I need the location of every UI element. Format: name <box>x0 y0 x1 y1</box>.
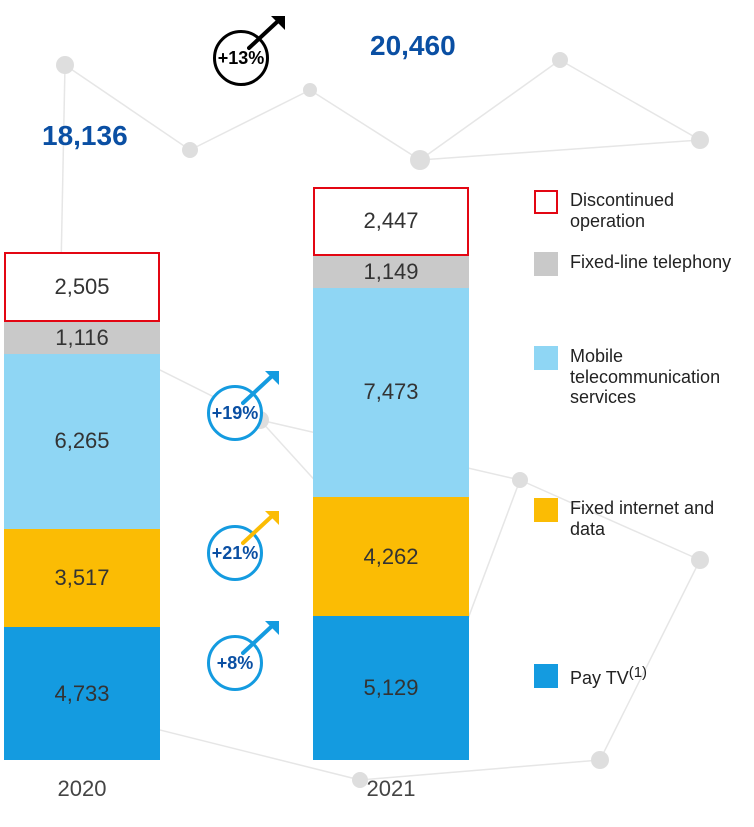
legend-label: Fixed-line telephony <box>570 252 731 273</box>
arrow-up-right-icon <box>241 619 281 659</box>
segment-fixed_line: 1,116 <box>4 322 160 353</box>
legend-item-fixed_internet: Fixed internet and data <box>534 498 754 539</box>
legend-label: Mobile telecommunication services <box>570 346 754 408</box>
stacked-bar-chart: 18,136 20,460 +13%+19%+21%+8% 2,5051,116… <box>0 0 754 827</box>
legend: Discontinued operation Fixed-line telepho… <box>534 0 754 827</box>
legend-item-discontinued: Discontinued operation <box>534 190 754 231</box>
total-2020: 18,136 <box>42 120 128 152</box>
segment-value: 3,517 <box>54 565 109 591</box>
legend-swatch <box>534 498 558 522</box>
segment-mobile: 6,265 <box>4 354 160 529</box>
segment-mobile: 7,473 <box>313 288 469 497</box>
legend-item-mobile: Mobile telecommunication services <box>534 346 754 408</box>
bar-2020: 2,505 1,116 6,265 3,517 4,733 <box>4 252 160 760</box>
total-2021: 20,460 <box>370 30 456 62</box>
segment-fixed_internet: 3,517 <box>4 529 160 627</box>
arrow-up-right-icon <box>241 369 281 409</box>
arrow-up-right-icon <box>241 509 281 549</box>
legend-swatch <box>534 252 558 276</box>
legend-superscript: (1) <box>629 664 647 681</box>
legend-swatch <box>534 190 558 214</box>
segment-value: 4,262 <box>363 544 418 570</box>
axis-label-2020: 2020 <box>4 776 160 802</box>
segment-value: 5,129 <box>363 675 418 701</box>
segment-paytv: 5,129 <box>313 616 469 760</box>
segment-discontinued: 2,447 <box>313 187 469 256</box>
legend-item-paytv: Pay TV(1) <box>534 664 647 689</box>
segment-value: 4,733 <box>54 681 109 707</box>
segment-fixed_line: 1,149 <box>313 256 469 288</box>
arrow-up-right-icon <box>247 14 287 54</box>
legend-swatch <box>534 346 558 370</box>
segment-value: 2,505 <box>54 274 109 300</box>
segment-paytv: 4,733 <box>4 627 160 760</box>
segment-value: 1,116 <box>55 325 108 351</box>
segment-discontinued: 2,505 <box>4 252 160 322</box>
legend-swatch <box>534 664 558 688</box>
axis-label-2021: 2021 <box>313 776 469 802</box>
legend-item-fixed_line: Fixed-line telephony <box>534 252 731 276</box>
legend-label: Pay TV(1) <box>570 664 647 689</box>
segment-value: 6,265 <box>54 428 109 454</box>
segment-value: 1,149 <box>363 259 418 285</box>
legend-label: Fixed internet and data <box>570 498 754 539</box>
legend-label: Discontinued operation <box>570 190 754 231</box>
segment-fixed_internet: 4,262 <box>313 497 469 616</box>
bar-2021: 2,447 1,149 7,473 4,262 5,129 <box>313 187 469 760</box>
segment-value: 7,473 <box>363 379 418 405</box>
segment-value: 2,447 <box>363 208 418 234</box>
